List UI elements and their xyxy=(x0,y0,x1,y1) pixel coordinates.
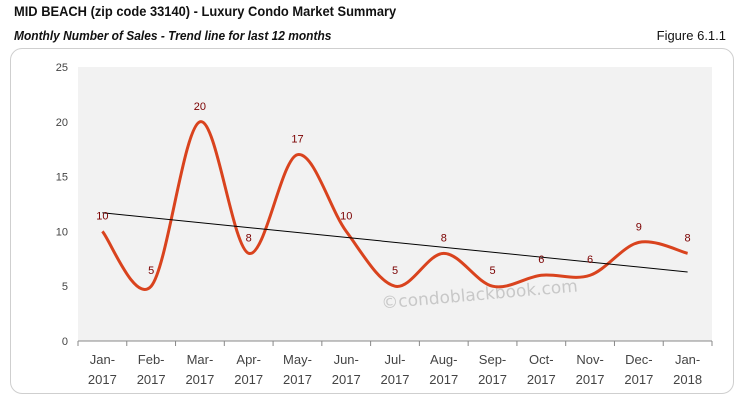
x-tick-label: 2017 xyxy=(624,372,653,387)
data-label: 5 xyxy=(148,265,154,277)
x-tick-label: Jan- xyxy=(675,352,700,367)
data-label: 17 xyxy=(291,134,303,146)
x-tick-label: Mar- xyxy=(187,352,214,367)
x-tick-label: Sep- xyxy=(479,352,506,367)
x-tick-label: 2017 xyxy=(234,372,263,387)
x-tick-label: Feb- xyxy=(138,352,165,367)
y-tick-label: 15 xyxy=(56,172,68,184)
x-tick-label: Jan- xyxy=(90,352,115,367)
chart-title: MID BEACH (zip code 33140) - Luxury Cond… xyxy=(14,3,397,19)
y-tick-label: 25 xyxy=(56,62,68,74)
plot-area xyxy=(78,67,712,341)
data-label: 8 xyxy=(685,232,691,244)
y-tick-label: 10 xyxy=(56,226,68,238)
x-tick-label: 2017 xyxy=(381,372,410,387)
x-tick-label: May- xyxy=(283,352,312,367)
x-tick-label: Oct- xyxy=(529,352,554,367)
x-tick-label: 2017 xyxy=(429,372,458,387)
x-tick-label: 2017 xyxy=(576,372,605,387)
data-label: 10 xyxy=(340,210,352,222)
x-tick-label: 2017 xyxy=(185,372,214,387)
y-tick-label: 5 xyxy=(62,281,68,293)
y-tick-label: 20 xyxy=(56,117,68,129)
y-tick-label: 0 xyxy=(62,336,68,348)
trend-line xyxy=(102,212,688,273)
x-tick-label: Aug- xyxy=(430,352,457,367)
x-tick-label: 2018 xyxy=(673,372,702,387)
x-tick-label: Jun- xyxy=(334,352,359,367)
x-tick-label: 2017 xyxy=(137,372,166,387)
data-label: 8 xyxy=(441,232,447,244)
data-label: 20 xyxy=(194,101,206,113)
x-tick-label: 2017 xyxy=(283,372,312,387)
x-tick-label: 2017 xyxy=(478,372,507,387)
data-label: 8 xyxy=(246,232,252,244)
x-tick-label: 2017 xyxy=(527,372,556,387)
chart-subtitle: Monthly Number of Sales - Trend line for… xyxy=(14,28,332,43)
x-tick-label: Apr- xyxy=(236,352,261,367)
x-tick-label: 2017 xyxy=(88,372,117,387)
data-label: 5 xyxy=(392,265,398,277)
figure-label: Figure 6.1.1 xyxy=(656,28,726,43)
data-label: 10 xyxy=(96,210,108,222)
sales-line xyxy=(101,120,689,291)
chart-frame xyxy=(10,48,734,394)
x-tick-label: Dec- xyxy=(625,352,652,367)
data-label: 6 xyxy=(587,254,593,266)
x-tick-label: 2017 xyxy=(332,372,361,387)
data-label: 5 xyxy=(489,265,495,277)
x-tick-label: Jul- xyxy=(385,352,406,367)
data-label: 9 xyxy=(636,221,642,233)
x-tick-label: Nov- xyxy=(576,352,603,367)
data-label: 6 xyxy=(538,254,544,266)
